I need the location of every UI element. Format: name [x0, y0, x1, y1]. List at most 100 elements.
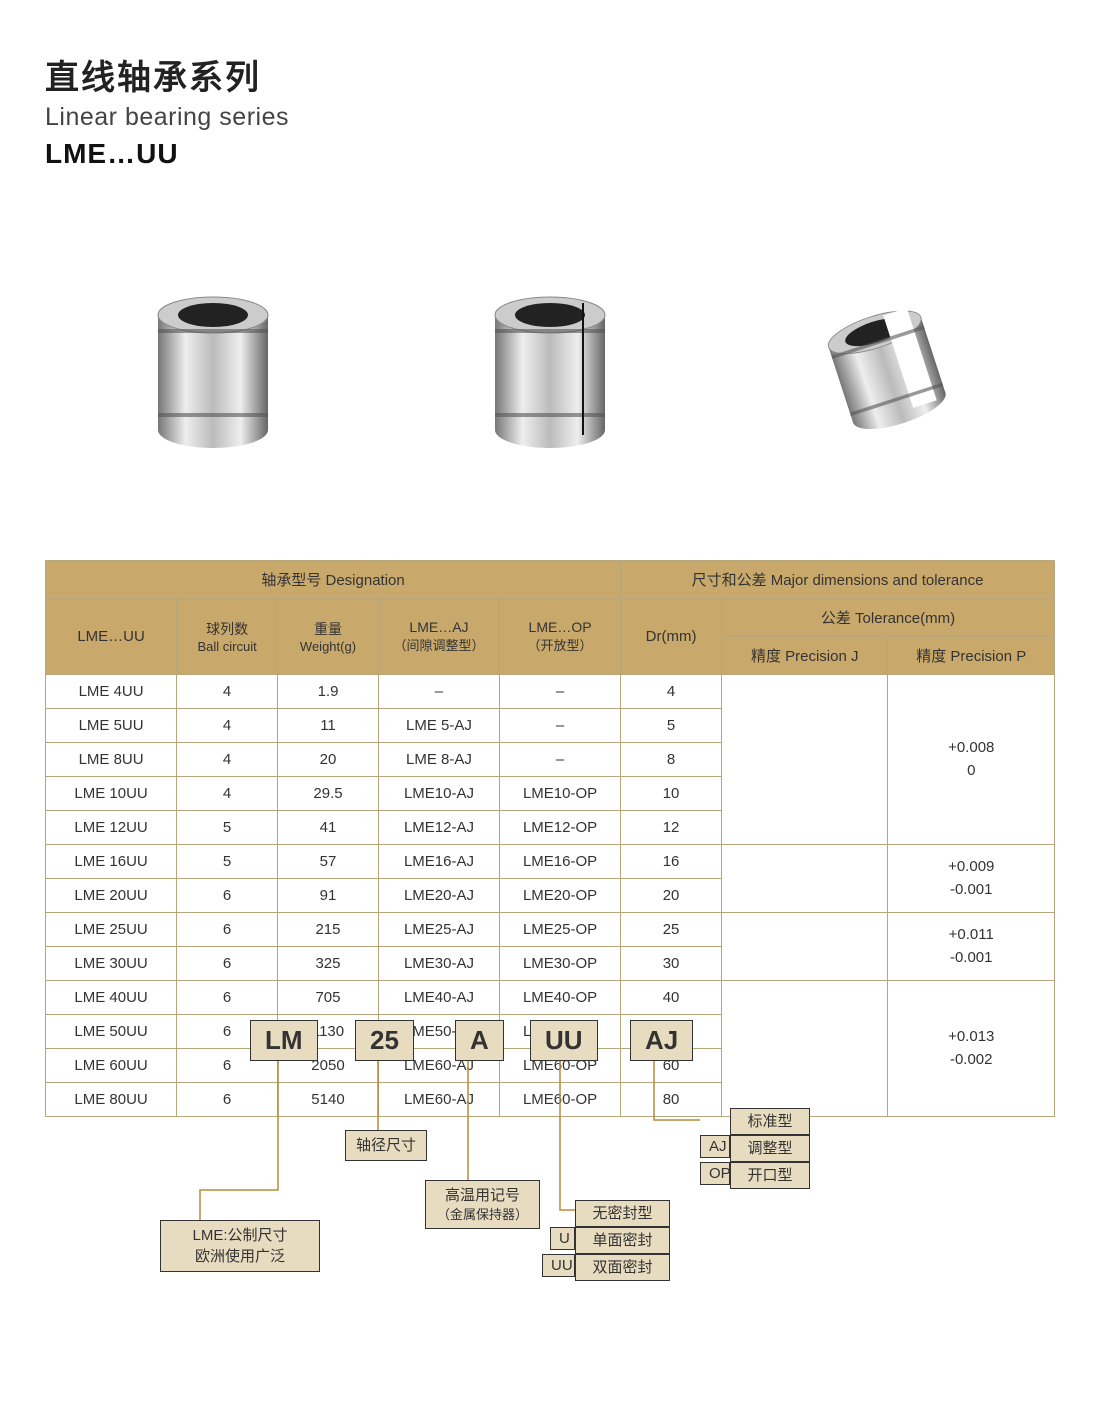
table-cell: LME20-AJ [378, 879, 499, 913]
table-cell: – [500, 743, 621, 777]
lm-desc-l2: 欧洲使用广泛 [171, 1246, 309, 1267]
type-aj: 调整型 [730, 1135, 810, 1162]
table-cell: LME 8-AJ [378, 743, 499, 777]
table-cell: LME 20UU [46, 879, 177, 913]
code-a: A [455, 1020, 504, 1061]
table-cell: LME12-AJ [378, 811, 499, 845]
table-cell: LME 25UU [46, 913, 177, 947]
code-uu: UU [530, 1020, 598, 1061]
table-cell: LME25-AJ [378, 913, 499, 947]
table-cell: 57 [278, 845, 379, 879]
code-25: 25 [355, 1020, 414, 1061]
table-cell: 20 [621, 879, 722, 913]
table-cell: 215 [278, 913, 379, 947]
th-aj: LME…AJ （间隙调整型） [378, 599, 499, 675]
code-lm: LM [250, 1020, 318, 1061]
type-op: 开口型 [730, 1162, 810, 1189]
table-cell: 6 [177, 981, 278, 1015]
table-cell: 1.9 [278, 675, 379, 709]
table-cell: 4 [177, 675, 278, 709]
table-row: LME 16UU557LME16-AJLME16-OP16+0.009 -0.0… [46, 845, 1055, 879]
th-model: LME…UU [46, 599, 177, 675]
title-code: LME…UU [45, 138, 1055, 170]
table-row: LME 4UU41.9––4+0.008 0 [46, 675, 1055, 709]
th-tol: 公差 Tolerance(mm) [721, 599, 1054, 637]
diagram-connectors [160, 1020, 920, 1360]
tolerance-j-cell [721, 913, 887, 981]
table-cell: – [500, 709, 621, 743]
bearing-open-image [797, 280, 977, 460]
th-designation: 轴承型号 Designation [46, 561, 621, 599]
code-aj: AJ [630, 1020, 693, 1061]
table-cell: LME16-AJ [378, 845, 499, 879]
temp-label: 高温用记号 （金属保持器） [425, 1180, 540, 1229]
th-ball-en: Ball circuit [181, 639, 273, 654]
tolerance-j-cell [721, 845, 887, 913]
table-cell: 6 [177, 913, 278, 947]
bearing-svg-1 [138, 285, 288, 455]
table-cell: 5 [621, 709, 722, 743]
th-aj-top: LME…AJ [383, 619, 495, 635]
table-cell: 6 [177, 947, 278, 981]
bearing-closed-image [123, 280, 303, 460]
table-cell: LME 10UU [46, 777, 177, 811]
table-cell: 4 [177, 743, 278, 777]
table-cell: 40 [621, 981, 722, 1015]
type-op-key: OP [700, 1162, 730, 1185]
seal-uu: 双面密封 [575, 1254, 670, 1281]
table-cell: 4 [621, 675, 722, 709]
table-cell: 25 [621, 913, 722, 947]
tolerance-p-cell: +0.009 -0.001 [888, 845, 1055, 913]
table-cell: 8 [621, 743, 722, 777]
th-ball: 球列数 Ball circuit [177, 599, 278, 675]
table-cell: 20 [278, 743, 379, 777]
table-cell: LME 60UU [46, 1049, 177, 1083]
bearing-adjustable-image [460, 280, 640, 460]
table-cell: LME 5UU [46, 709, 177, 743]
table-cell: 41 [278, 811, 379, 845]
seal-u-key: U [550, 1227, 575, 1250]
table-cell: LME10-OP [500, 777, 621, 811]
table-cell: 30 [621, 947, 722, 981]
table-cell: 4 [177, 709, 278, 743]
tolerance-p-cell: +0.008 0 [888, 675, 1055, 845]
table-row: LME 40UU6705LME40-AJLME40-OP40+0.013 -0.… [46, 981, 1055, 1015]
table-cell: 91 [278, 879, 379, 913]
table-cell: 16 [621, 845, 722, 879]
title-cn: 直线轴承系列 [45, 50, 1055, 99]
title-en: Linear bearing series [45, 103, 1055, 132]
table-cell: LME 16UU [46, 845, 177, 879]
th-weight-cn: 重量 [282, 619, 374, 639]
table-cell: LME20-OP [500, 879, 621, 913]
table-cell: LME40-AJ [378, 981, 499, 1015]
table-row: LME 25UU6215LME25-AJLME25-OP25+0.011 -0.… [46, 913, 1055, 947]
th-dimensions: 尺寸和公差 Major dimensions and tolerance [621, 561, 1055, 599]
th-op: LME…OP （开放型） [500, 599, 621, 675]
type-std: 标准型 [730, 1108, 810, 1135]
th-op-top: LME…OP [504, 619, 616, 635]
table-cell: 11 [278, 709, 379, 743]
temp-l1: 高温用记号 [436, 1185, 529, 1206]
table-cell: 29.5 [278, 777, 379, 811]
table-cell: LME 8UU [46, 743, 177, 777]
table-cell: 10 [621, 777, 722, 811]
th-op-sub: （开放型） [504, 635, 616, 654]
th-precP: 精度 Precision P [888, 637, 1055, 675]
product-images-row [45, 270, 1055, 470]
table-cell: LME16-OP [500, 845, 621, 879]
th-aj-sub: （间隙调整型） [383, 635, 495, 654]
table-cell: LME 40UU [46, 981, 177, 1015]
bearing-svg-3 [812, 285, 962, 455]
table-cell: LME 4UU [46, 675, 177, 709]
table-cell: – [500, 675, 621, 709]
seal-u: 单面密封 [575, 1227, 670, 1254]
table-cell: 325 [278, 947, 379, 981]
naming-diagram: LM 25 A UU AJ LME:公制尺寸 欧洲使用广泛 轴径尺寸 高温用记号… [160, 1020, 920, 1360]
table-cell: LME 12UU [46, 811, 177, 845]
table-cell: LME30-AJ [378, 947, 499, 981]
table-cell: LME30-OP [500, 947, 621, 981]
th-weight-en: Weight(g) [282, 639, 374, 654]
table-cell: LME10-AJ [378, 777, 499, 811]
table-cell: LME 80UU [46, 1083, 177, 1117]
table-cell: LME12-OP [500, 811, 621, 845]
